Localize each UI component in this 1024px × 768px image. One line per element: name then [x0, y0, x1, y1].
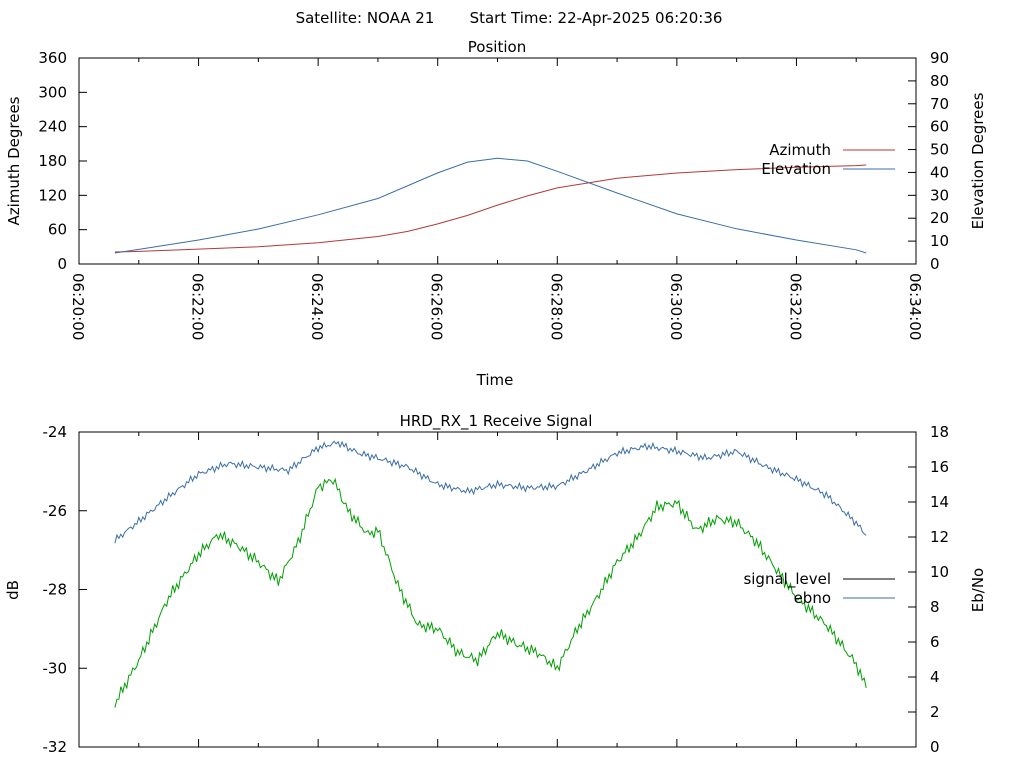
y2-tick-label: 10 [930, 563, 949, 581]
legend-label: Azimuth [769, 141, 831, 159]
position-chart-ylabel: Azimuth Degrees [5, 96, 23, 225]
position-chart-y2label: Elevation Degrees [969, 92, 987, 229]
x-tick-label: 06:30:00 [667, 273, 685, 340]
signal-chart-ylabel: dB [4, 580, 22, 600]
y2-tick-label: 30 [930, 186, 949, 204]
y-tick-label: -32 [43, 738, 68, 756]
y-tick-label: -30 [43, 659, 68, 677]
y2-tick-label: 40 [930, 163, 949, 181]
x-tick-label: 06:28:00 [547, 273, 565, 340]
series-line-ebno [114, 440, 867, 544]
y-tick-label: -24 [43, 423, 68, 441]
y2-tick-label: 18 [930, 423, 949, 441]
series-line-signal-level [114, 477, 867, 708]
y2-tick-label: 80 [930, 72, 949, 90]
x-tick-label: 06:20:00 [69, 273, 87, 340]
y2-tick-label: 6 [930, 633, 940, 651]
legend-label: ebno [794, 589, 831, 607]
x-tick-label: 06:22:00 [189, 273, 207, 340]
signal-chart-y2label: Eb/No [969, 568, 987, 612]
y-tick-label: 300 [38, 83, 67, 101]
y2-tick-label: 10 [930, 232, 949, 250]
signal-chart-title: HRD_RX_1 Receive Signal [400, 412, 593, 431]
header-start-time: Start Time: 22-Apr-2025 06:20:36 [470, 9, 723, 27]
y-tick-label: 240 [38, 118, 67, 136]
y-tick-label: -26 [43, 502, 68, 520]
y2-tick-label: 12 [930, 528, 949, 546]
signal-plot-frame [78, 431, 917, 748]
x-tick-label: 06:26:00 [428, 273, 446, 340]
x-tick-label: 06:24:00 [308, 273, 326, 340]
y2-tick-label: 60 [930, 118, 949, 136]
y2-tick-label: 16 [930, 458, 949, 476]
y-tick-label: 360 [38, 49, 67, 67]
y-tick-label: -28 [43, 581, 68, 599]
position-chart-xlabel: Time [476, 371, 514, 389]
y2-tick-label: 4 [930, 668, 940, 686]
header-satellite: Satellite: NOAA 21 [296, 9, 435, 27]
y2-tick-label: 70 [930, 95, 949, 113]
y-tick-label: 0 [57, 255, 67, 273]
y2-tick-label: 50 [930, 141, 949, 159]
x-tick-label: 06:32:00 [786, 273, 804, 340]
y2-tick-label: 20 [930, 209, 949, 227]
y2-tick-label: 0 [930, 738, 940, 756]
position-chart-title: Position [468, 38, 526, 56]
y2-tick-label: 0 [930, 255, 940, 273]
x-tick-label: 06:34:00 [906, 273, 924, 340]
position-chart: Position Time Azimuth Degrees Elevation … [5, 38, 987, 389]
y2-tick-label: 2 [930, 703, 940, 721]
y-tick-label: 180 [38, 152, 67, 170]
receive-signal-chart: HRD_RX_1 Receive Signal dB Eb/No -24 -26 -… [4, 412, 987, 756]
y2-tick-label: 90 [930, 49, 949, 67]
series-line-elevation [114, 157, 867, 254]
y2-tick-label: 8 [930, 598, 940, 616]
legend-label: Elevation [761, 160, 831, 178]
y2-tick-label: 14 [930, 493, 949, 511]
series-line-azimuth [114, 164, 867, 253]
legend-label: signal_level [743, 570, 831, 589]
y-tick-label: 120 [38, 186, 67, 204]
y-tick-label: 60 [48, 221, 67, 239]
